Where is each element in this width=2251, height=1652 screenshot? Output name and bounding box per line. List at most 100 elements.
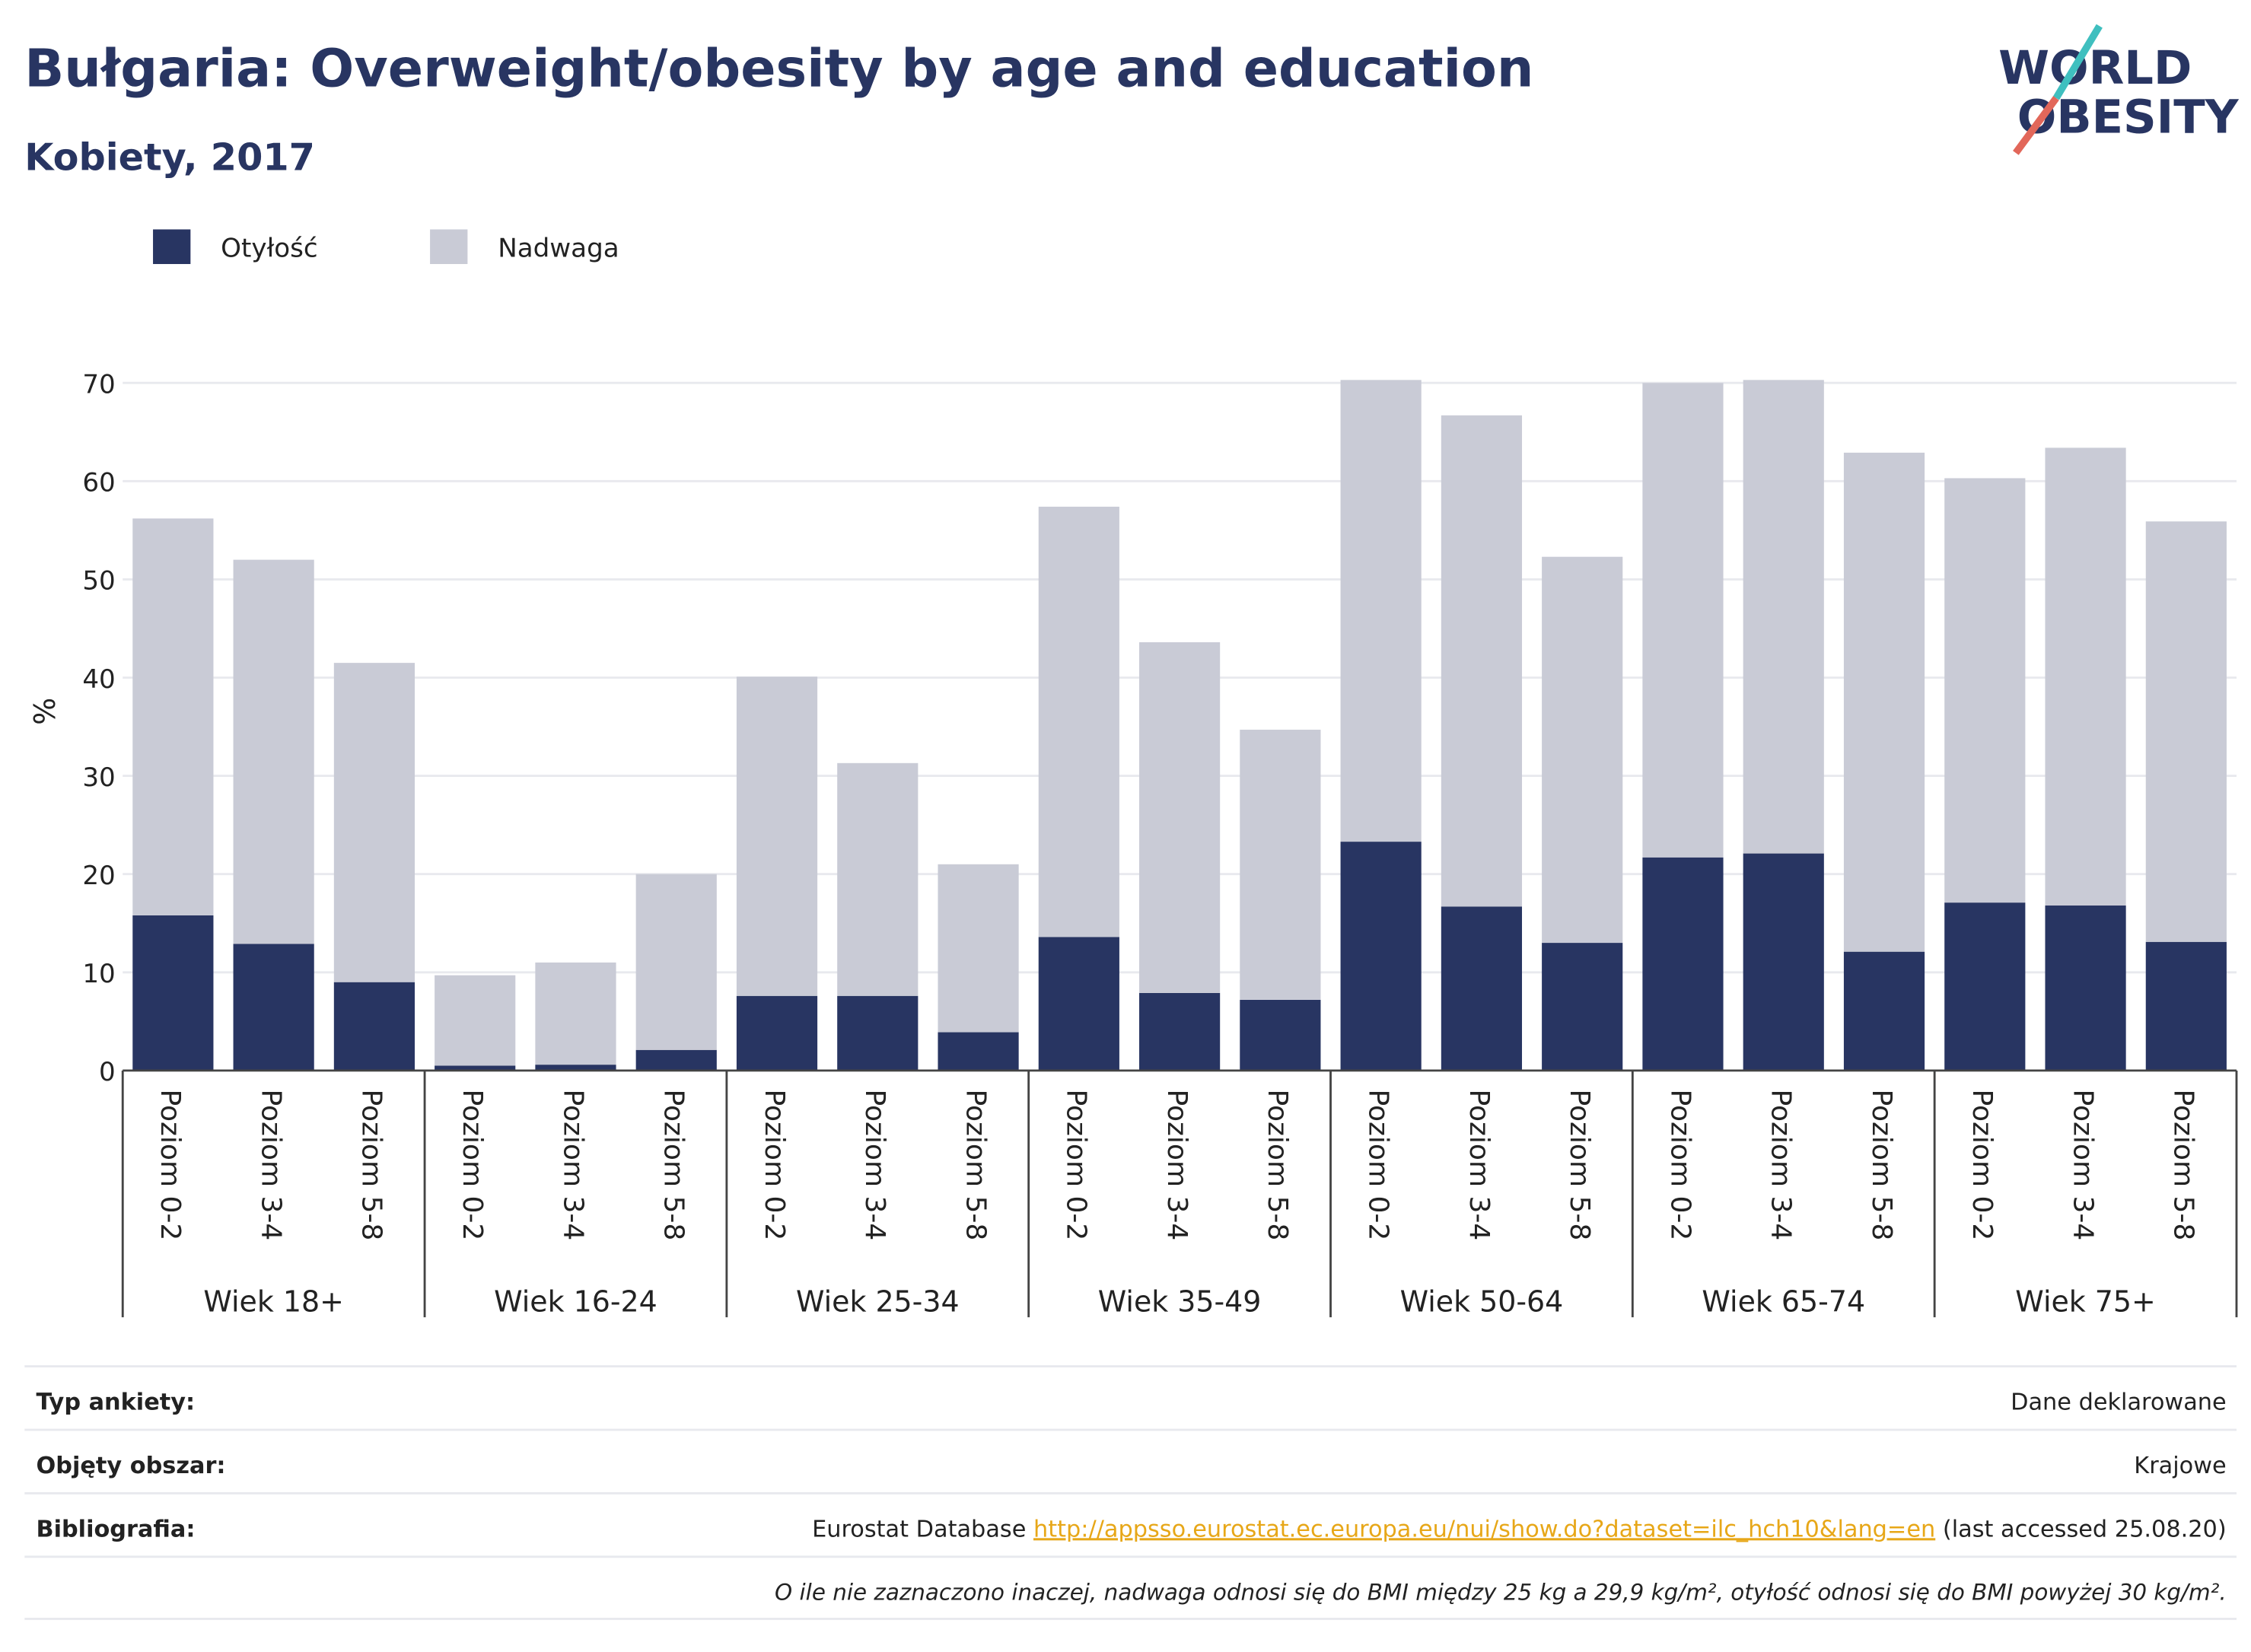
bar-segment: [1038, 506, 1119, 937]
x-tick-label: Poziom 3-4: [255, 1090, 286, 1241]
x-tick-label: Poziom 0-2: [154, 1090, 186, 1241]
bar-segment: [2045, 906, 2126, 1071]
bar-segment: [837, 762, 919, 996]
group-label: Wiek 25-34: [796, 1285, 960, 1319]
y-tick-label: 60: [82, 468, 115, 498]
logo-text: WORLD: [1998, 42, 2192, 95]
x-tick-label: Poziom 5-8: [1564, 1090, 1595, 1241]
legend-label: Otyłość: [221, 234, 318, 264]
bar-segment: [1743, 380, 1824, 854]
logo-slash: [2052, 24, 2103, 100]
y-tick-label: 30: [82, 762, 115, 793]
footer-text: Krajowe: [2134, 1453, 2226, 1479]
legend-label: Nadwaga: [498, 234, 619, 264]
x-tick-label: Poziom 5-8: [658, 1090, 689, 1241]
bar-segment: [535, 1065, 616, 1071]
x-tick-label: Poziom 3-4: [1765, 1090, 1797, 1241]
footer-link[interactable]: http://appsso.eurostat.ec.europa.eu/nui/…: [1033, 1516, 1935, 1542]
footer-text: Dane deklarowane: [2011, 1389, 2227, 1415]
y-tick-label: 20: [82, 861, 115, 891]
bar-segment: [1944, 902, 2026, 1071]
y-axis-label: %: [28, 698, 62, 725]
x-tick-label: Poziom 3-4: [2067, 1090, 2098, 1241]
y-tick-label: 0: [99, 1057, 116, 1087]
legend-swatch: [153, 229, 191, 264]
group-label: Wiek 18+: [203, 1285, 343, 1319]
x-tick-label: Poziom 0-2: [457, 1090, 488, 1241]
bar-segment: [1642, 383, 1724, 858]
footer-text: Eurostat Database: [812, 1516, 1033, 1542]
x-tick-label: Poziom 3-4: [557, 1090, 588, 1241]
group-label: Wiek 16-24: [494, 1285, 657, 1319]
y-tick-label: 40: [82, 664, 115, 695]
bar-segment: [1139, 992, 1221, 1071]
group-label: Wiek 75+: [2015, 1285, 2155, 1319]
x-tick-label: Poziom 0-2: [1966, 1090, 1998, 1241]
footer-label: Typ ankiety:: [36, 1389, 195, 1415]
x-tick-label: Poziom 0-2: [1664, 1090, 1695, 1241]
chart-subtitle: Kobiety, 2017: [24, 135, 315, 180]
footer-value: Eurostat Database http://appsso.eurostat…: [812, 1516, 2227, 1542]
x-tick-label: Poziom 5-8: [356, 1090, 387, 1241]
bar-segment: [1642, 857, 1724, 1071]
footer-value: Krajowe: [2134, 1453, 2226, 1479]
bar-segment: [1038, 937, 1119, 1071]
bar-segment: [938, 864, 1019, 1033]
bar-segment: [2145, 521, 2227, 942]
x-tick-label: Poziom 3-4: [1161, 1090, 1192, 1241]
x-tick-label: Poziom 3-4: [1463, 1090, 1495, 1241]
bar-segment: [132, 915, 214, 1071]
logo-slash: [2013, 96, 2059, 155]
bar-segment: [2145, 941, 2227, 1071]
footer-value: Dane deklarowane: [2011, 1389, 2227, 1415]
bar-segment: [333, 663, 415, 982]
bar-segment: [1240, 729, 1321, 1000]
legend-swatch: [430, 229, 468, 264]
chart-title: Bułgaria: Overweight/obesity by age and …: [24, 40, 1533, 100]
x-tick-label: Poziom 5-8: [1262, 1090, 1293, 1241]
x-tick-label: Poziom 3-4: [859, 1090, 890, 1241]
bar-segment: [233, 559, 314, 944]
bar-segment: [1743, 853, 1824, 1071]
x-tick-label: Poziom 5-8: [960, 1090, 991, 1241]
footer-label: Objęty obszar:: [36, 1453, 225, 1479]
bar-segment: [435, 975, 516, 1066]
x-tick-label: Poziom 5-8: [1866, 1090, 1897, 1241]
bar-segment: [1542, 943, 1623, 1071]
group-label: Wiek 35-49: [1098, 1285, 1262, 1319]
bar-segment: [1139, 642, 1221, 993]
bar-segment: [1340, 380, 1422, 842]
logo: WORLD OBESITY: [1998, 24, 2240, 155]
y-tick-label: 10: [82, 959, 115, 989]
group-label: Wiek 65-74: [1702, 1285, 1865, 1319]
bar-segment: [1542, 556, 1623, 944]
bar-segment: [1843, 452, 1925, 952]
bar-segment: [635, 1049, 717, 1071]
x-tick-label: Poziom 5-8: [2168, 1090, 2199, 1241]
y-tick-label: 50: [82, 566, 115, 597]
bar-segment: [1340, 842, 1422, 1071]
group-label: Wiek 50-64: [1400, 1285, 1564, 1319]
bar-segment: [535, 962, 616, 1065]
bar-segment: [1441, 415, 1523, 907]
footer-label: Bibliografia:: [36, 1516, 195, 1542]
bar-segment: [1240, 999, 1321, 1071]
bar-segment: [1441, 906, 1523, 1071]
bar-segment: [736, 995, 818, 1071]
logo-text: OBESITY: [2017, 91, 2240, 144]
bar-segment: [1843, 951, 1925, 1071]
y-tick-label: 70: [82, 369, 115, 399]
bar-segment: [837, 995, 919, 1071]
bar-segment: [233, 944, 314, 1071]
bar-segment: [1944, 478, 2026, 903]
x-tick-label: Poziom 0-2: [1362, 1090, 1393, 1241]
bar-segment: [938, 1032, 1019, 1071]
bar-segment: [2045, 447, 2126, 906]
bar-segment: [435, 1065, 516, 1071]
bar-segment: [132, 518, 214, 915]
x-tick-label: Poziom 0-2: [759, 1090, 790, 1241]
footer-note: O ile nie zaznaczono inaczej, nadwaga od…: [775, 1580, 2227, 1606]
bar-segment: [736, 676, 818, 996]
footer-text: (last accessed 25.08.20): [1935, 1516, 2226, 1542]
